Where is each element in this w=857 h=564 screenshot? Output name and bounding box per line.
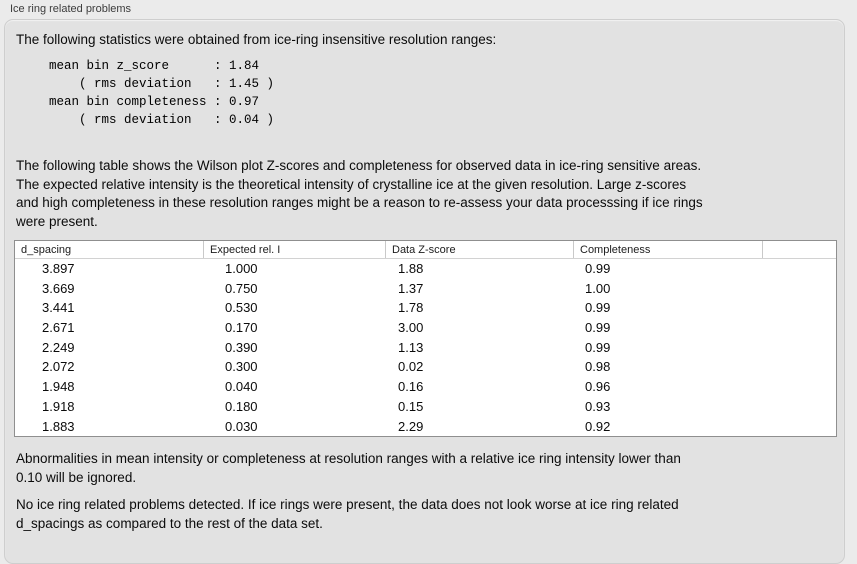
table-row[interactable]: 1.918 0.180 0.15 0.93 [15,396,836,417]
cell-data-z-score: 2.29 [398,418,424,434]
cell-completeness: 0.99 [585,320,611,336]
cell-completeness: 0.99 [585,300,611,316]
cell-d-spacing: 2.671 [42,320,75,336]
cell-d-spacing: 1.918 [42,398,75,414]
cell-d-spacing: 1.948 [42,379,75,395]
cell-data-z-score: 0.15 [398,398,424,414]
cell-expected-rel-i: 0.530 [225,300,258,316]
cell-d-spacing: 3.897 [42,261,75,276]
table-intro-text: The following table shows the Wilson plo… [16,158,703,229]
cell-completeness: 0.99 [585,261,611,276]
cell-data-z-score: 1.37 [398,280,424,296]
column-header-expected-rel-i[interactable]: Expected rel. I [204,241,386,258]
table-header-row: d_spacing Expected rel. I Data Z-score C… [15,241,836,259]
cell-d-spacing: 1.883 [42,418,75,434]
cell-data-z-score: 0.02 [398,359,424,375]
table-row[interactable]: 2.249 0.390 1.13 0.99 [15,337,836,358]
cell-data-z-score: 0.16 [398,379,424,395]
cell-data-z-score: 1.78 [398,300,424,316]
column-header-d-spacing[interactable]: d_spacing [15,241,204,258]
cell-completeness: 0.96 [585,379,611,395]
column-header-blank [763,241,836,258]
table-row[interactable]: 3.669 0.750 1.37 1.00 [15,278,836,299]
column-header-completeness[interactable]: Completeness [574,241,763,258]
cell-expected-rel-i: 0.170 [225,320,258,336]
cell-completeness: 0.98 [585,359,611,375]
cell-data-z-score: 1.88 [398,261,424,276]
cell-completeness: 0.99 [585,339,611,355]
cell-expected-rel-i: 0.040 [225,379,258,395]
table-row[interactable]: 1.948 0.040 0.16 0.96 [15,377,836,397]
cell-expected-rel-i: 1.000 [225,261,258,276]
column-header-data-z-score[interactable]: Data Z-score [386,241,574,258]
table-row[interactable]: 2.671 0.170 3.00 0.99 [15,318,836,338]
cell-expected-rel-i: 0.750 [225,280,258,296]
cell-expected-rel-i: 0.300 [225,359,258,375]
cell-expected-rel-i: 0.390 [225,339,258,355]
table-row[interactable]: 2.072 0.300 0.02 0.98 [15,357,836,378]
cell-completeness: 0.93 [585,398,611,414]
panel-title: Ice ring related problems [10,3,132,15]
cell-d-spacing: 2.072 [42,359,75,375]
ice-ring-table: d_spacing Expected rel. I Data Z-score C… [14,240,837,438]
ignore-note-text: Abnormalities in mean intensity or compl… [16,451,681,485]
cell-data-z-score: 1.13 [398,339,424,355]
table-row[interactable]: 1.883 0.030 2.29 0.92 [15,416,836,437]
cell-expected-rel-i: 0.030 [225,418,258,434]
table-row[interactable]: 3.441 0.530 1.78 0.99 [15,298,836,319]
conclusion-text: No ice ring related problems detected. I… [16,497,679,531]
cell-expected-rel-i: 0.180 [225,398,258,414]
cell-completeness: 0.92 [585,418,611,434]
cell-completeness: 1.00 [585,280,611,296]
cell-d-spacing: 2.249 [42,339,75,355]
table-row[interactable]: 3.897 1.000 1.88 0.99 [15,259,836,279]
stats-intro-text: The following statistics were obtained f… [16,32,497,47]
stats-monospace-block: mean bin z_score : 1.84 ( rms deviation … [49,59,275,127]
cell-data-z-score: 3.00 [398,320,424,336]
cell-d-spacing: 3.441 [42,300,75,316]
cell-d-spacing: 3.669 [42,280,75,296]
